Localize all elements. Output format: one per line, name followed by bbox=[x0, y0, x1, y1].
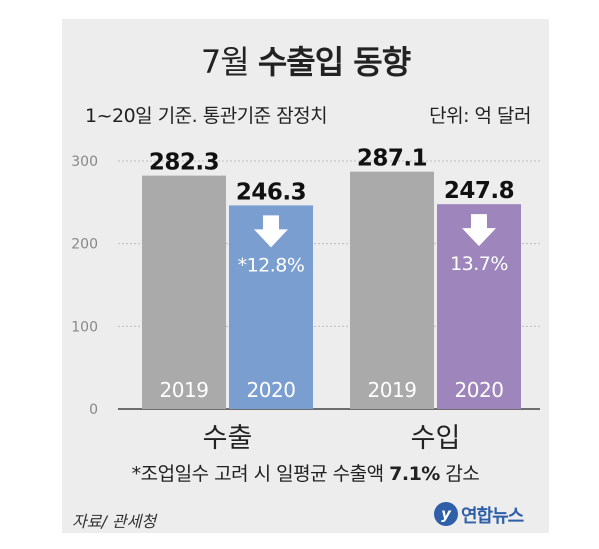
footnote-value: 7.1% bbox=[389, 463, 440, 485]
value-label: 246.3 bbox=[236, 179, 306, 205]
infographic-card: 7월 수출입 동향 1~20일 기준. 통관기준 잠정치 단위: 억 달러 0 1… bbox=[62, 19, 549, 533]
y-tick-label: 100 bbox=[71, 319, 98, 335]
footnote-post: 감소 bbox=[439, 463, 480, 485]
bar-2019-1 bbox=[350, 171, 434, 409]
chart-subtitle: 1~20일 기준. 통관기준 잠정치 bbox=[85, 105, 328, 127]
logo-text: 연합뉴스 bbox=[461, 506, 524, 527]
footnote: *조업일수 고려 시 일평균 수출액 7.1% 감소 bbox=[62, 459, 549, 486]
footnote-pre: *조업일수 고려 시 일평균 수출액 bbox=[131, 463, 390, 485]
y-tick-label: 0 bbox=[89, 402, 98, 418]
yonhap-logo: y 연합뉴스 bbox=[434, 502, 544, 528]
series-year-label: 2019 bbox=[160, 378, 209, 402]
chart-title: 7월 수출입 동향 bbox=[62, 37, 549, 83]
category-label: 수출 bbox=[203, 423, 253, 454]
bar-chart: 0 100 200 300 282.3 2019 246.3 2020 *12.8% 수출 287.… bbox=[71, 146, 540, 454]
value-label: 247.8 bbox=[444, 178, 514, 204]
title-month: 7월 bbox=[200, 43, 250, 81]
series-year-label: 2019 bbox=[368, 378, 417, 402]
y-tick-label: 200 bbox=[71, 237, 98, 253]
down-arrow-icon bbox=[462, 214, 496, 247]
title-main: 수출입 동향 bbox=[257, 43, 411, 81]
bar-2019-0 bbox=[142, 175, 226, 409]
change-label: *12.8% bbox=[238, 254, 305, 276]
change-label: 13.7% bbox=[450, 253, 508, 275]
unit-label: 단위: 억 달러 bbox=[429, 105, 531, 127]
logo-mark-icon: y bbox=[434, 502, 458, 526]
category-label: 수입 bbox=[411, 423, 461, 454]
value-label: 282.3 bbox=[149, 150, 219, 176]
series-year-label: 2020 bbox=[247, 378, 296, 402]
down-arrow-icon bbox=[254, 215, 288, 248]
value-label: 287.1 bbox=[357, 146, 427, 172]
source-credit: 자료/ 관세청 bbox=[72, 512, 157, 531]
series-year-label: 2020 bbox=[455, 378, 504, 402]
y-tick-label: 300 bbox=[71, 154, 98, 170]
